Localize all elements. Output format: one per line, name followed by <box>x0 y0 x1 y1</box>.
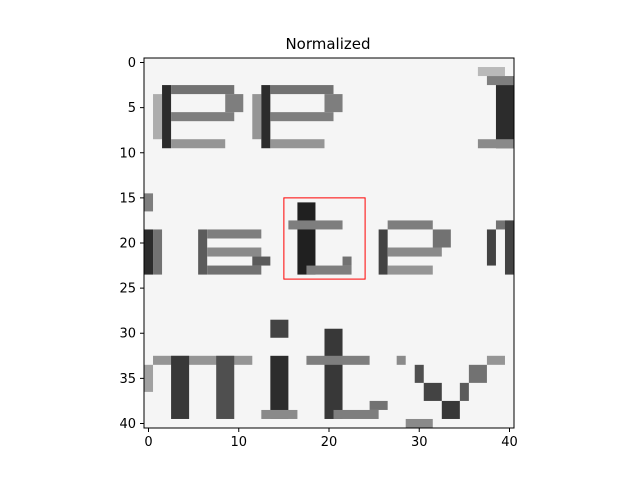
heatmap-cell <box>297 202 316 275</box>
y-tick-label: 10 <box>119 146 136 161</box>
heatmap-cell <box>387 265 433 275</box>
heatmap-cell <box>171 85 235 95</box>
heatmap-cell <box>225 94 244 113</box>
heatmap-cell <box>468 364 487 383</box>
heatmap-cell <box>477 67 505 77</box>
y-tick-label: 5 <box>128 101 136 116</box>
heatmap-cell <box>387 220 433 230</box>
heatmap-cell <box>342 256 352 266</box>
heatmap-cell <box>414 364 424 383</box>
heatmap-cell <box>288 220 343 230</box>
x-axis: 0 10 20 30 40 <box>144 428 518 450</box>
heatmap-cell <box>333 409 379 419</box>
heatmap-cell <box>324 94 343 113</box>
heatmap-cell <box>441 400 460 419</box>
heatmap-cell <box>378 229 388 275</box>
heatmap-cell <box>261 409 298 419</box>
chart-title: Normalized <box>285 35 370 53</box>
heatmap-cell <box>144 229 154 275</box>
heatmap-cell <box>153 94 163 140</box>
heatmap-cell <box>306 265 352 275</box>
heatmap-cell <box>144 193 154 212</box>
heatmap-cell <box>207 265 262 275</box>
heatmap-cell <box>216 355 235 419</box>
x-tick-label: 0 <box>144 435 152 450</box>
heatmap-cell <box>306 355 370 365</box>
heatmap-cell <box>270 112 334 122</box>
heatmap-cell <box>261 85 271 149</box>
heatmap-cell <box>270 139 325 149</box>
y-tick-label: 30 <box>119 327 136 342</box>
heatmap-cell <box>270 85 334 95</box>
heatmap-cell <box>171 112 235 122</box>
heatmap-cell <box>198 229 208 275</box>
y-tick-label: 15 <box>119 191 136 206</box>
heatmap-cell <box>423 382 442 401</box>
heatmap-cell <box>252 94 262 140</box>
heatmap-cell <box>486 76 514 86</box>
heatmap-cell <box>171 139 226 149</box>
y-tick-label: 40 <box>119 417 136 432</box>
heatmap-cell <box>144 364 154 392</box>
heatmap-cell <box>270 355 289 419</box>
heatmap-cell <box>270 319 289 338</box>
heatmap-cell <box>477 139 514 149</box>
y-tick-label: 0 <box>128 56 136 71</box>
highlight-box <box>283 197 366 280</box>
x-tick-label: 10 <box>230 435 247 450</box>
y-tick-label: 35 <box>119 372 136 387</box>
heatmap-cell <box>207 247 262 257</box>
heatmap-cell <box>486 229 496 266</box>
heatmap-cell <box>486 355 505 365</box>
heatmap-cell <box>495 85 514 149</box>
heatmap-cell <box>432 229 451 248</box>
heatmap-cell <box>459 382 469 401</box>
heatmap-cell <box>369 400 388 410</box>
heatmap-cell <box>504 220 514 275</box>
heatmap-cell <box>162 85 172 149</box>
heatmap-cell <box>153 355 253 365</box>
heatmap-cell <box>324 328 343 419</box>
y-tick-label: 25 <box>119 282 136 297</box>
heatmap-cell <box>252 256 271 266</box>
y-tick-label: 20 <box>119 237 136 252</box>
x-tick-label: 30 <box>411 435 428 450</box>
plot-area <box>143 57 515 429</box>
heatmap-cell <box>171 355 190 419</box>
x-tick-label: 40 <box>501 435 518 450</box>
heatmap-cell <box>387 247 442 257</box>
heatmap-cell <box>396 355 406 365</box>
y-axis: 0 5 10 15 20 25 30 35 40 <box>119 56 144 432</box>
heatmap-cell <box>405 418 433 428</box>
heatmap-cell <box>153 229 163 275</box>
x-tick-label: 20 <box>321 435 338 450</box>
heatmap-cell <box>207 229 262 239</box>
